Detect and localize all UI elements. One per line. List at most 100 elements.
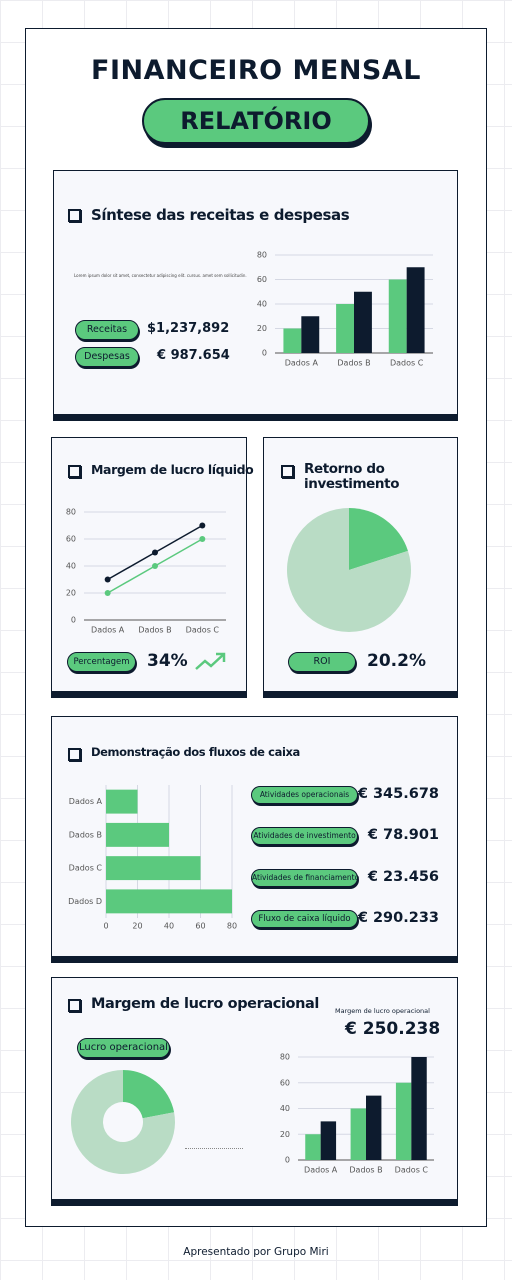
x-tick-label: 80 (227, 922, 237, 931)
pill: Percentagem (67, 652, 136, 672)
donut-chart (71, 1070, 175, 1174)
amount: € 290.233 (357, 909, 439, 926)
card-heading: Margem de lucro líquido (68, 462, 254, 478)
pill: Atividades de financiamento (251, 868, 359, 887)
y-tick-label: 60 (257, 275, 267, 284)
line-chart: 0 20 40 60 80 Dados A Dados B Dados C (66, 508, 226, 635)
y-tick-label: 0 (285, 1156, 290, 1165)
slice (71, 1070, 175, 1174)
point (104, 590, 111, 596)
x-tick-label: 0 (103, 922, 108, 931)
pill: Atividades de investimento (251, 827, 358, 846)
point (152, 549, 158, 556)
hbar-chart: 0 20 40 60 80 Dados A Dados B Dados C Dados D (68, 785, 237, 931)
card-heading: Demonstração dos fluxos de caixa (68, 745, 300, 761)
y-tick-label: Dados B (69, 830, 102, 839)
pill: Fluxo de caixa líquido (251, 909, 358, 928)
bar (106, 856, 201, 881)
x-tick-label: Dados C (186, 626, 220, 635)
point (199, 536, 206, 542)
bar (106, 822, 169, 847)
y-tick-label: 80 (257, 251, 267, 260)
card-heading: Síntese das receitas e despesas (68, 206, 350, 224)
pill: Despesas (75, 347, 139, 367)
y-tick-label: 40 (66, 562, 76, 571)
y-tick-label: 0 (71, 616, 76, 625)
x-tick-label: Dados A (91, 626, 125, 635)
badge: RELATÓRIO (142, 98, 370, 144)
amount: € 23.456 (367, 868, 439, 885)
heading-text: Síntese das receitas e despesas (91, 206, 350, 224)
y-tick-label: Dados A (69, 797, 103, 806)
bar (336, 304, 354, 353)
x-tick-label: 40 (164, 922, 174, 931)
y-tick-label: 0 (262, 349, 267, 358)
amount: 20.2% (367, 651, 426, 671)
x-tick-label: Dados B (138, 626, 171, 635)
footer: Apresentado por Grupo Miri (183, 1246, 329, 1258)
pill: Lucro operacional (77, 1038, 170, 1058)
bar-chart: 0 20 40 60 80 Dados A Dados B Dados C (280, 1053, 434, 1175)
y-tick-label: 40 (257, 300, 267, 309)
bar (320, 1121, 337, 1160)
y-tick-label: 40 (280, 1104, 290, 1113)
y-tick-label: 20 (66, 589, 76, 598)
bar (305, 1134, 321, 1160)
bar (388, 279, 407, 353)
bar (106, 789, 138, 814)
x-tick-label: 60 (195, 922, 205, 931)
title: FINANCEIRO MENSAL (91, 55, 421, 86)
bar (301, 316, 320, 353)
slice (287, 508, 411, 632)
bar (406, 267, 425, 353)
bar (106, 889, 232, 914)
bar (354, 291, 372, 353)
bar (366, 1095, 382, 1160)
y-tick-label: 80 (280, 1053, 290, 1062)
heading-text: Margem de lucro operacional (91, 996, 319, 1012)
point (152, 563, 158, 569)
x-tick-label: Dados B (349, 1166, 382, 1175)
x-tick-label: Dados C (390, 359, 424, 368)
amount: € 78.901 (367, 827, 439, 844)
heading-text: Demonstração dos fluxos de caixa (91, 745, 300, 759)
x-tick-label: Dados A (285, 359, 319, 368)
y-tick-label: 20 (257, 324, 267, 333)
body-text: Lorem ipsum dolor sit amet, consectetur … (74, 273, 247, 278)
x-tick-label: 20 (132, 922, 142, 931)
heading-text: Retorno do investimento (304, 461, 400, 492)
heading-text: Margem de lucro líquido (91, 462, 254, 477)
y-tick-label: 80 (66, 508, 76, 517)
point (104, 576, 111, 583)
slice (349, 508, 408, 570)
caption: Margem de lucro operacional (335, 1007, 430, 1015)
bar-chart: 0 20 40 60 80 Dados A Dados B Dados C (257, 251, 433, 368)
amount: 34% (147, 651, 188, 671)
y-tick-label: 60 (280, 1078, 290, 1087)
amount: € 250.238 (345, 1019, 441, 1039)
card-heading: Retorno do investimento (281, 462, 431, 492)
slice (123, 1070, 175, 1119)
bar (283, 328, 302, 353)
x-tick-label: Dados C (395, 1166, 429, 1175)
pill: Atividades operacionais (251, 786, 358, 804)
bar (350, 1108, 366, 1160)
amount: $1,237,892 (147, 321, 230, 336)
x-tick-label: Dados A (304, 1166, 338, 1175)
bar (395, 1082, 412, 1160)
y-tick-label: 60 (66, 535, 76, 544)
amount: € 345.678 (357, 786, 439, 802)
y-tick-label: 20 (280, 1130, 290, 1139)
card-heading: Margem de lucro operacional (68, 996, 319, 1012)
pie-chart (287, 508, 411, 632)
x-tick-label: Dados B (337, 359, 370, 368)
bar (411, 1057, 427, 1160)
pill: ROI (288, 652, 356, 672)
trend-icon (195, 652, 226, 670)
amount: € 987.654 (157, 348, 230, 363)
y-tick-label: Dados C (69, 864, 103, 873)
divider (185, 1148, 243, 1149)
point (199, 522, 206, 529)
pill: Receitas (75, 320, 139, 340)
